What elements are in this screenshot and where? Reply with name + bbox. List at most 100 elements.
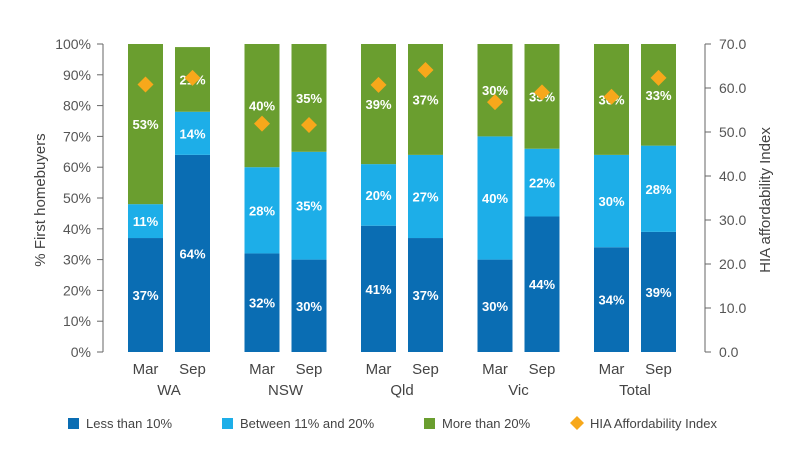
bar-segment bbox=[244, 44, 280, 168]
right-axis: 0.0 10.0 20.0 30.0 40.0 50.0 60.0 70.0 bbox=[704, 36, 746, 360]
index-markers bbox=[137, 61, 667, 133]
data-label: 33% bbox=[645, 88, 671, 103]
legend-swatch bbox=[424, 418, 435, 429]
data-label: 40% bbox=[249, 99, 275, 114]
left-tick-label: 60% bbox=[63, 159, 91, 175]
bar-segment bbox=[291, 44, 327, 152]
left-tick-label: 80% bbox=[63, 98, 91, 114]
bar-segment bbox=[641, 44, 676, 146]
index-marker bbox=[137, 76, 154, 93]
left-tick-label: 100% bbox=[55, 36, 91, 52]
bar-segment bbox=[641, 145, 676, 232]
index-marker bbox=[534, 84, 550, 101]
bar-segment bbox=[524, 216, 560, 352]
data-label: 30% bbox=[296, 299, 322, 314]
bar-label: Mar bbox=[482, 361, 508, 378]
right-tick-label: 40.0 bbox=[719, 168, 746, 184]
right-tick-label: 70.0 bbox=[719, 36, 746, 52]
bar-label: Mar bbox=[249, 361, 275, 378]
bar-label: Mar bbox=[599, 361, 625, 378]
group-label: NSW bbox=[268, 382, 304, 399]
bar-segment bbox=[244, 167, 280, 254]
data-label: 39% bbox=[645, 285, 671, 300]
data-label: 14% bbox=[179, 126, 205, 141]
bar-segment bbox=[175, 154, 210, 352]
data-label: 30% bbox=[482, 299, 508, 314]
right-tick-label: 10.0 bbox=[719, 300, 746, 316]
data-label: 28% bbox=[249, 203, 275, 218]
legend-swatch bbox=[68, 418, 79, 429]
bar-segment bbox=[408, 238, 443, 352]
bar-label: Sep bbox=[645, 361, 672, 378]
bar-segment bbox=[361, 225, 396, 352]
group-label: Total bbox=[619, 382, 651, 399]
bar-segment bbox=[361, 164, 396, 226]
data-label: 44% bbox=[529, 277, 555, 292]
bar-segment bbox=[477, 259, 513, 352]
group-label: Qld bbox=[390, 382, 413, 399]
data-label: 41% bbox=[365, 282, 391, 297]
data-label: 35% bbox=[296, 199, 322, 214]
bar-segment bbox=[175, 111, 210, 155]
index-marker bbox=[650, 69, 667, 86]
right-tick-label: 0.0 bbox=[719, 344, 739, 360]
group-label: WA bbox=[157, 382, 181, 399]
bar-segment bbox=[244, 253, 280, 352]
data-label: 11% bbox=[133, 214, 159, 229]
bar-segment bbox=[128, 238, 163, 352]
index-marker bbox=[417, 61, 434, 78]
data-label: 28% bbox=[645, 182, 671, 197]
bar-label: Sep bbox=[296, 361, 323, 378]
bar-segment bbox=[477, 44, 513, 137]
bar-label: Mar bbox=[366, 361, 392, 378]
legend-label: Between 11% and 20% bbox=[240, 416, 375, 431]
bar-label: Sep bbox=[529, 361, 556, 378]
data-label: 39% bbox=[365, 97, 391, 112]
y-axis-title: % First homebuyers bbox=[32, 133, 49, 266]
data-label: 20% bbox=[365, 188, 391, 203]
bar-segment bbox=[128, 204, 163, 239]
left-tick-label: 10% bbox=[63, 313, 91, 329]
index-marker bbox=[603, 88, 620, 105]
data-label: 53% bbox=[132, 117, 158, 132]
y2-axis-title: HIA affordability Index bbox=[757, 127, 774, 273]
left-tick-label: 0% bbox=[71, 344, 91, 360]
bar-segment bbox=[594, 247, 629, 352]
index-marker bbox=[487, 94, 503, 111]
right-tick-label: 60.0 bbox=[719, 80, 746, 96]
index-marker bbox=[301, 116, 317, 133]
index-marker bbox=[254, 115, 270, 132]
bar-segment bbox=[524, 148, 560, 217]
legend: Less than 10% Between 11% and 20% More tha… bbox=[68, 416, 717, 431]
right-tick-label: 30.0 bbox=[719, 212, 746, 228]
bar-label: Mar bbox=[133, 361, 159, 378]
bar-segment bbox=[128, 44, 163, 205]
data-label: 37% bbox=[412, 92, 438, 107]
legend-swatch bbox=[570, 416, 584, 430]
data-label: 34% bbox=[598, 293, 624, 308]
bar-segment bbox=[477, 136, 513, 260]
legend-label: Less than 10% bbox=[86, 416, 172, 431]
data-label: 22% bbox=[529, 176, 555, 191]
bar-segment bbox=[594, 154, 629, 248]
right-tick-label: 50.0 bbox=[719, 124, 746, 140]
legend-label: HIA Affordability Index bbox=[590, 416, 717, 431]
bar-segment bbox=[408, 154, 443, 239]
left-axis: 0% 10% 20% 30% 40% 50% 60% 70% 80% 90% 100% bbox=[55, 36, 104, 360]
data-label: 37% bbox=[132, 288, 158, 303]
left-tick-label: 90% bbox=[63, 67, 91, 83]
bars: 37%11%53%64%14%21%32%28%40%30%35%35%41%2… bbox=[128, 44, 676, 352]
index-marker bbox=[370, 76, 387, 93]
data-label: 35% bbox=[296, 91, 322, 106]
left-tick-label: 70% bbox=[63, 128, 91, 144]
index-marker bbox=[184, 69, 201, 86]
data-label: 37% bbox=[412, 288, 438, 303]
left-tick-label: 50% bbox=[63, 190, 91, 206]
legend-swatch bbox=[222, 418, 233, 429]
data-label: 27% bbox=[412, 189, 438, 204]
left-tick-label: 30% bbox=[63, 252, 91, 268]
data-label: 30% bbox=[598, 194, 624, 209]
left-tick-label: 40% bbox=[63, 221, 91, 237]
